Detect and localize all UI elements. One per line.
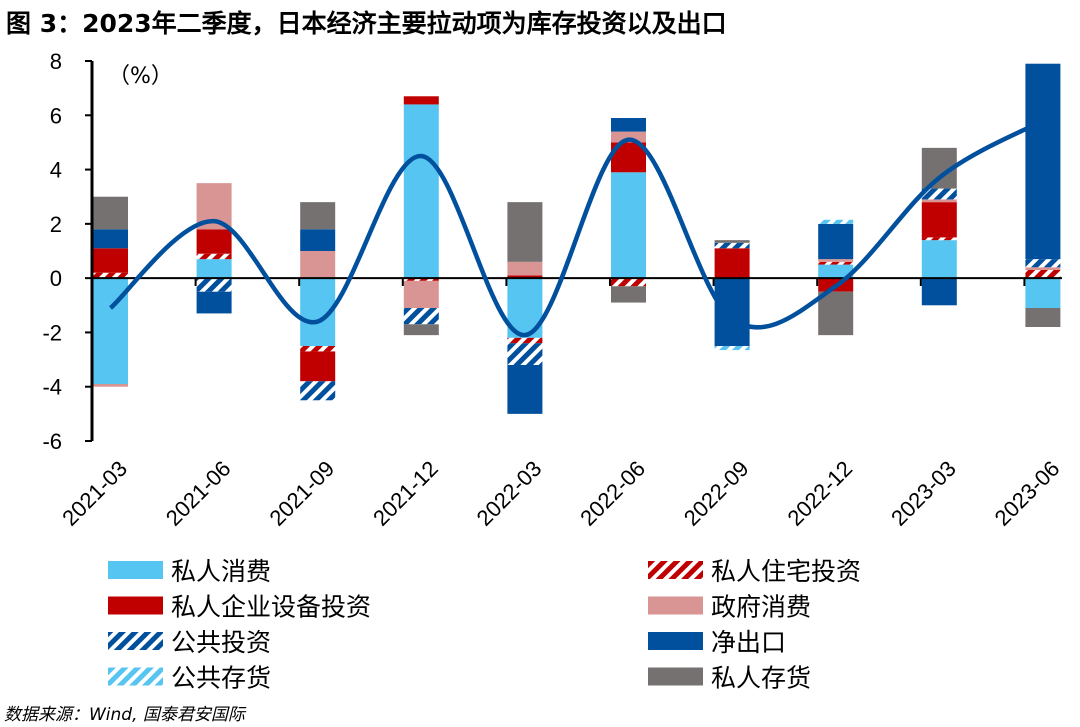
legend-swatch: [108, 596, 163, 615]
bar-segment: [507, 337, 543, 344]
unit-label: （%）: [108, 64, 173, 89]
source-note: 数据来源：Wind, 国泰君安国际: [4, 705, 245, 725]
bar-segment: [818, 261, 854, 265]
bar-segment: [93, 248, 128, 273]
bar-segment: [403, 278, 439, 281]
y-tick-label: 4: [50, 158, 62, 183]
bar-segment: [1025, 63, 1061, 260]
bar-segment: [921, 278, 957, 306]
x-tick-label: 2021-09: [264, 456, 339, 531]
bar-segment: [403, 96, 439, 105]
legend-swatch: [648, 596, 703, 615]
y-tick-label: -6: [42, 429, 62, 454]
x-tick-label: 2022-09: [679, 456, 754, 531]
bar-segment: [93, 196, 128, 230]
bar-segment: [818, 223, 854, 260]
bar-segment: [1025, 270, 1061, 279]
bar-segment: [714, 248, 750, 279]
bar-segment: [921, 237, 957, 241]
bar-segment: [196, 278, 232, 292]
bar-segment: [300, 251, 336, 279]
bar-segment: [921, 240, 957, 279]
x-tick-label: 2023-06: [990, 456, 1065, 531]
y-tick-label: -4: [42, 375, 62, 400]
y-tick-label: 0: [50, 266, 62, 291]
bar-segment: [921, 199, 957, 203]
x-tick-label: 2021-06: [161, 456, 236, 531]
bar-segment: [818, 291, 854, 336]
chart-title: 图 3：2023年二季度，日本经济主要拉动项为库存投资以及出口: [6, 9, 727, 38]
bar-segment: [403, 104, 439, 279]
legend-label: 私人住宅投资: [711, 557, 861, 586]
y-tick-label: 8: [50, 49, 62, 74]
legend-label: 公共投资: [171, 628, 271, 657]
bar-segment: [1025, 267, 1061, 270]
legend-swatch: [648, 632, 703, 650]
bar-segment: [300, 202, 336, 230]
bar-segment: [93, 384, 128, 387]
bar-segment: [507, 261, 543, 276]
bar-segment: [921, 188, 957, 200]
x-tick-label: 2022-03: [472, 456, 547, 531]
bar-segment: [818, 264, 854, 279]
x-tick-label: 2022-06: [575, 456, 650, 531]
legend-label: 私人企业设备投资: [171, 593, 371, 622]
bar-segment: [300, 381, 336, 401]
bar-segment: [714, 242, 750, 249]
gdp-line: [109, 118, 1044, 338]
bar-segment: [921, 202, 957, 238]
bar-segment: [714, 278, 750, 346]
bar-segment: [611, 278, 646, 287]
legend-label: 私人消费: [171, 557, 271, 586]
bar-segment: [507, 343, 543, 365]
bar-segment: [300, 351, 336, 382]
legend-label: 政府消费: [711, 593, 811, 622]
x-tick-label: 2021-03: [57, 456, 132, 531]
legend-label: 净出口: [711, 628, 786, 657]
bar-segment: [611, 286, 646, 303]
bar-segment: [93, 272, 128, 279]
bar-segment: [507, 275, 543, 279]
x-tick-label: 2022-12: [782, 456, 857, 531]
bar-segment: [196, 229, 232, 254]
bar-segment: [1025, 308, 1061, 327]
bar-segment: [300, 346, 336, 352]
bar-segment: [507, 202, 543, 262]
bar-segment: [611, 131, 646, 143]
bar-segment: [403, 308, 439, 325]
bar-segment: [196, 253, 232, 260]
legend-swatch: [108, 667, 163, 686]
y-tick-label: 2: [50, 212, 62, 237]
bar-segment: [818, 259, 854, 262]
legend-swatch: [648, 561, 703, 579]
legend-label: 公共存货: [171, 664, 271, 693]
bar-segment: [403, 280, 439, 308]
legend-label: 私人存货: [711, 664, 811, 693]
bar-segment: [1025, 278, 1061, 308]
legend-swatch: [108, 561, 163, 579]
bar-segment: [714, 346, 750, 351]
bar-segment: [196, 291, 232, 314]
y-tick-label: -2: [42, 320, 62, 345]
bar-segment: [300, 229, 336, 251]
x-tick-label: 2023-03: [886, 456, 961, 531]
bar-segment: [611, 172, 646, 279]
legend-swatch: [648, 667, 703, 686]
bar-segment: [403, 324, 439, 336]
bar-segment: [93, 229, 128, 249]
legend-swatch: [108, 632, 163, 650]
y-tick-label: 6: [50, 103, 62, 128]
bar-segment: [196, 259, 232, 279]
chart-svg: -6 -4 -2 0 2 4 6 8 （%） 2021-03 2021-06 2021-09 2021-…: [42, 49, 1065, 693]
x-tick-label: 2021-12: [368, 456, 443, 531]
bar-segment: [611, 118, 646, 132]
bar-segment: [1025, 259, 1061, 268]
bar-segment: [714, 240, 750, 243]
bar-segment: [507, 365, 543, 414]
bar-segment: [818, 219, 854, 224]
